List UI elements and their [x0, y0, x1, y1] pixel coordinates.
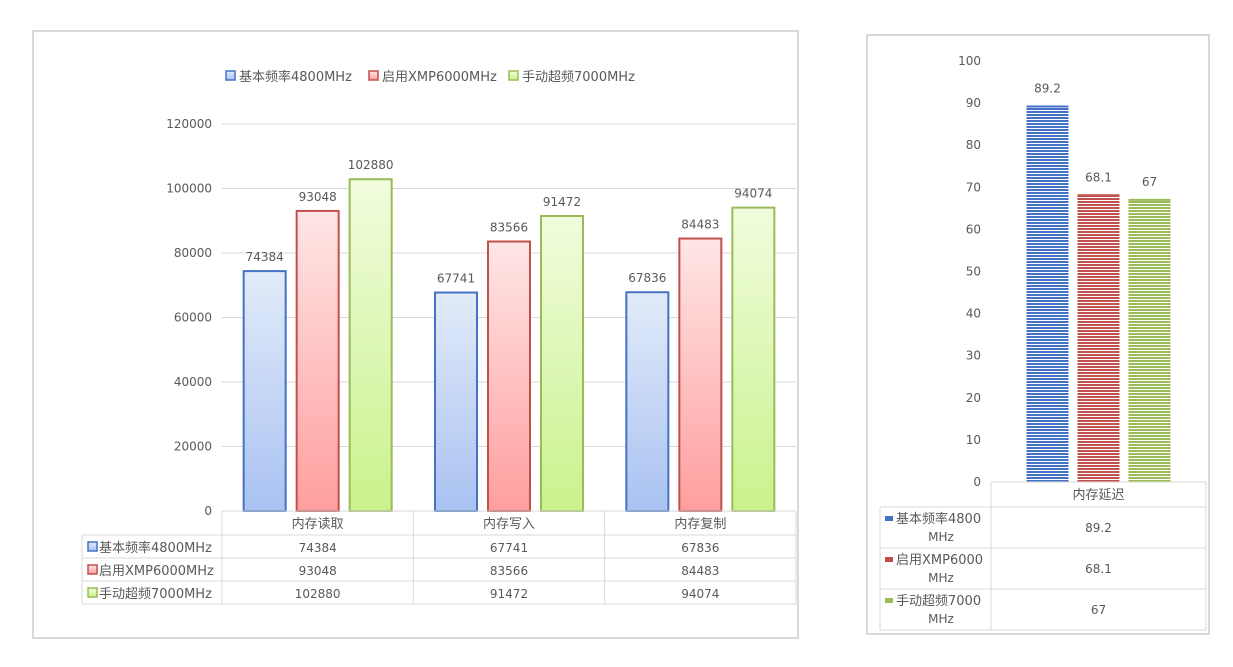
legend-label: 手动超频7000MHz [522, 70, 635, 85]
y-tick-label: 70 [966, 180, 981, 194]
table-series-label: 基本频率4800 [896, 511, 981, 527]
table-legend-swatch [885, 516, 893, 521]
y-tick-label: 100 [958, 54, 981, 68]
y-tick-label: 80 [966, 138, 981, 152]
bar [242, 270, 287, 512]
table-cell: 94074 [681, 587, 719, 601]
table-legend-swatch [87, 541, 98, 552]
data-label: 84483 [681, 218, 719, 232]
table-series-label-unit: MHz [928, 530, 954, 544]
table-series-label-unit: MHz [928, 571, 954, 585]
table-series-label: 基本频率4800MHz [99, 540, 212, 556]
table-series-label: 启用XMP6000MHz [99, 564, 214, 579]
y-tick-label: 0 [204, 504, 212, 518]
bar [295, 209, 340, 512]
legend-label: 基本频率4800MHz [239, 69, 352, 85]
bar [1077, 195, 1120, 482]
y-tick-label: 20000 [174, 440, 212, 454]
y-tick-label: 10 [966, 433, 981, 447]
legend-swatch [225, 70, 236, 81]
x-category-label: 内存写入 [483, 516, 535, 532]
bar [1026, 106, 1069, 482]
data-label: 91472 [543, 195, 581, 209]
bar [625, 291, 670, 513]
bar [434, 291, 478, 512]
legend-label: 启用XMP6000MHz [382, 70, 497, 85]
y-tick-label: 50 [966, 265, 981, 279]
table-series-label: 手动超频7000MHz [99, 587, 212, 602]
legend-swatch [508, 70, 519, 81]
data-label: 102880 [348, 158, 394, 172]
x-category-label: 内存延迟 [1072, 487, 1124, 503]
table-legend-swatch [87, 564, 98, 575]
data-label: 89.2 [1034, 81, 1061, 95]
y-tick-label: 30 [966, 349, 981, 363]
data-label: 67 [1142, 175, 1157, 189]
y-tick-label: 80000 [174, 246, 212, 260]
table-cell: 68.1 [1085, 562, 1112, 576]
y-tick-label: 120000 [166, 117, 212, 131]
bar [1128, 199, 1171, 482]
y-tick-label: 40 [966, 307, 981, 321]
y-tick-label: 90 [966, 96, 981, 110]
data-label: 74384 [246, 250, 284, 264]
table-series-label-unit: MHz [928, 612, 954, 626]
table-legend-swatch [885, 598, 893, 603]
table-cell: 67 [1091, 603, 1106, 617]
bar [678, 237, 723, 512]
bar [731, 206, 776, 512]
y-tick-label: 60000 [174, 311, 212, 325]
data-label: 83566 [490, 220, 528, 234]
y-tick-label: 20 [966, 391, 981, 405]
bar [348, 178, 393, 512]
table-cell: 67741 [490, 541, 528, 555]
data-label: 67741 [437, 272, 475, 286]
bar [487, 240, 531, 512]
table-cell: 83566 [490, 564, 528, 578]
bar [540, 215, 584, 512]
y-tick-label: 40000 [174, 375, 212, 389]
table-cell: 89.2 [1085, 521, 1112, 535]
table-cell: 74384 [299, 541, 337, 555]
table-series-label: 启用XMP6000 [896, 553, 983, 568]
table-cell: 84483 [681, 564, 719, 578]
read-write-copy-chart-panel [32, 30, 799, 639]
y-tick-label: 60 [966, 222, 981, 236]
table-cell: 102880 [295, 587, 341, 601]
x-category-label: 内存读取 [292, 516, 344, 532]
data-label: 67836 [628, 271, 666, 285]
y-tick-label: 100000 [166, 182, 212, 196]
data-label: 93048 [299, 190, 337, 204]
y-tick-label: 0 [973, 475, 981, 489]
table-legend-swatch [87, 587, 98, 598]
x-category-label: 内存复制 [674, 516, 726, 532]
table-cell: 67836 [681, 541, 719, 555]
table-legend-swatch [885, 557, 893, 562]
table-series-label: 手动超频7000 [896, 594, 981, 609]
data-label: 94074 [734, 187, 772, 201]
data-label: 68.1 [1085, 170, 1112, 184]
table-cell: 93048 [299, 564, 337, 578]
table-cell: 91472 [490, 587, 528, 601]
legend-swatch [368, 70, 379, 81]
